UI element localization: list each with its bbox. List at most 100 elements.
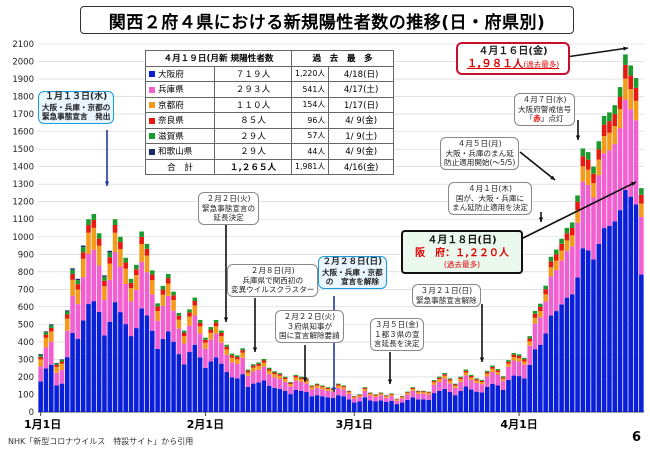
bar-segment-大阪府 <box>219 363 224 412</box>
bar-segment-奈良県 <box>134 269 139 276</box>
bar-segment-京都府 <box>160 294 166 307</box>
bar-segment-兵庫県 <box>633 120 639 205</box>
summary-table: ４月１９日(月新 規陽性者数 過 去 最 多 大阪府 ７１９人 1,220人 4/18… <box>145 50 395 175</box>
bar-segment-京都府 <box>378 393 384 396</box>
bar-segment-奈良県 <box>500 377 506 379</box>
bar-segment-兵庫県 <box>181 343 187 365</box>
bar-segment-奈良県 <box>633 87 639 101</box>
bar-segment-和歌山県 <box>107 250 113 253</box>
arrow-head <box>302 377 308 382</box>
bar-segment-京都府 <box>453 385 458 388</box>
note-apr5: ４月５日(月) 大阪・兵庫のまん延 防止適用開始(～5/5) <box>440 137 520 170</box>
bar-segment-京都府 <box>633 100 639 121</box>
bar-segment-滋賀県 <box>362 387 368 388</box>
bar-segment-兵庫県 <box>383 397 389 403</box>
note-feb22: ２月２２日(火) ３府県知事が 国に宣言解除要請 <box>275 310 344 343</box>
bar-segment-奈良県 <box>538 306 543 312</box>
y-tick-label: 800 <box>18 268 34 278</box>
bar-segment-滋賀県 <box>266 367 272 370</box>
bar-segment-滋賀県 <box>506 360 511 362</box>
bar-segment-滋賀県 <box>277 373 283 375</box>
bar-segment-奈良県 <box>288 382 293 384</box>
bar-segment-滋賀県 <box>118 236 123 243</box>
bar-segment-奈良県 <box>309 386 315 388</box>
bar-segment-滋賀県 <box>474 378 479 380</box>
bar-segment-兵庫県 <box>564 251 570 298</box>
bar-segment-京都府 <box>596 159 602 176</box>
bar-segment-兵庫県 <box>495 374 501 386</box>
bar-segment-京都府 <box>224 349 229 355</box>
bar-segment-兵庫県 <box>373 396 378 402</box>
total-label: 合 計 <box>145 158 215 175</box>
bar-segment-滋賀県 <box>346 390 352 392</box>
bar-segment-京都府 <box>601 136 607 154</box>
bar-segment-和歌山県 <box>59 359 65 360</box>
bar-segment-大阪府 <box>431 393 437 412</box>
bar-segment-滋賀県 <box>569 222 575 228</box>
bar-segment-奈良県 <box>256 363 261 366</box>
bar-segment-奈良県 <box>320 386 325 388</box>
page-number: 6 <box>632 430 642 445</box>
bar-segment-大阪府 <box>453 395 458 412</box>
bar-segment-奈良県 <box>484 372 490 374</box>
bar-segment-兵庫県 <box>134 289 139 329</box>
bar-segment-奈良県 <box>118 242 123 250</box>
x-tick-label: 4月1日 <box>500 418 537 431</box>
pref-label: 滋賀県 <box>158 131 184 142</box>
note-mar21-l1: ３月２１日(日) <box>420 286 473 295</box>
bar-segment-兵庫県 <box>415 393 421 400</box>
bar-segment-兵庫県 <box>341 389 346 397</box>
bar-segment-大阪府 <box>213 357 219 412</box>
bar-segment-京都府 <box>516 358 522 362</box>
bar-segment-滋賀県 <box>559 238 564 244</box>
bar-segment-大阪府 <box>617 210 623 412</box>
bar-segment-滋賀県 <box>336 383 341 385</box>
bar-segment-奈良県 <box>389 393 394 395</box>
bar-segment-大阪府 <box>224 372 229 412</box>
pref-count: ２９人 <box>214 127 292 144</box>
bar-segment-大阪府 <box>612 221 618 412</box>
y-tick-label: 200 <box>18 373 34 383</box>
pref-name: 奈良県 <box>145 112 215 129</box>
bar-segment-兵庫県 <box>330 391 336 398</box>
chart-title: 関西２府４県における新規陽性者数の推移(日・府県別) <box>80 6 574 34</box>
note-apr5-l3: 防止適用開始(～5/5) <box>444 158 516 168</box>
note-feb28-l3: の 宣言を解除 <box>325 277 379 287</box>
bar-segment-滋賀県 <box>293 374 299 376</box>
bar-segment-大阪府 <box>474 391 479 412</box>
pref-peak-date: 4/ 9(金) <box>328 112 395 129</box>
bar-segment-兵庫県 <box>500 380 506 390</box>
bar-segment-兵庫県 <box>165 295 171 332</box>
bar-segment-兵庫県 <box>213 333 219 358</box>
bar-segment-奈良県 <box>394 399 400 400</box>
bar-segment-兵庫県 <box>314 387 320 396</box>
note-apr16-l2: １,９８１人 <box>466 58 524 70</box>
bar-segment-大阪府 <box>346 399 352 412</box>
bar-segment-京都府 <box>309 387 315 390</box>
bar-segment-奈良県 <box>415 391 421 393</box>
annotation-arrows <box>104 46 637 392</box>
bar-segment-兵庫県 <box>479 384 485 393</box>
bar-segment-大阪府 <box>447 392 453 412</box>
bar-segment-和歌山県 <box>64 310 70 312</box>
bar-segment-兵庫県 <box>367 395 373 401</box>
bar-segment-京都府 <box>86 232 91 254</box>
bar-segment-大阪府 <box>54 385 59 412</box>
bar-segment-大阪府 <box>229 377 235 412</box>
note-apr7-l3b: 」点灯 <box>540 114 564 124</box>
y-tick-label: 1200 <box>12 198 34 208</box>
bar-segment-京都府 <box>235 359 240 364</box>
bar-segment-滋賀県 <box>128 278 134 283</box>
bar-segment-奈良県 <box>352 396 357 398</box>
bar-segment-大阪府 <box>591 259 596 412</box>
pref-label: 大阪府 <box>158 69 184 80</box>
bar-segment-京都府 <box>612 126 618 144</box>
bar-segment-大阪府 <box>277 388 283 412</box>
bar-segment-滋賀県 <box>192 297 198 301</box>
bar-segment-滋賀県 <box>357 394 362 395</box>
bar-segment-京都府 <box>623 78 628 100</box>
bar-segment-奈良県 <box>442 374 447 376</box>
bar-segment-兵庫県 <box>357 396 362 402</box>
bar-segment-滋賀県 <box>38 355 43 358</box>
bar-segment-大阪府 <box>367 400 373 412</box>
